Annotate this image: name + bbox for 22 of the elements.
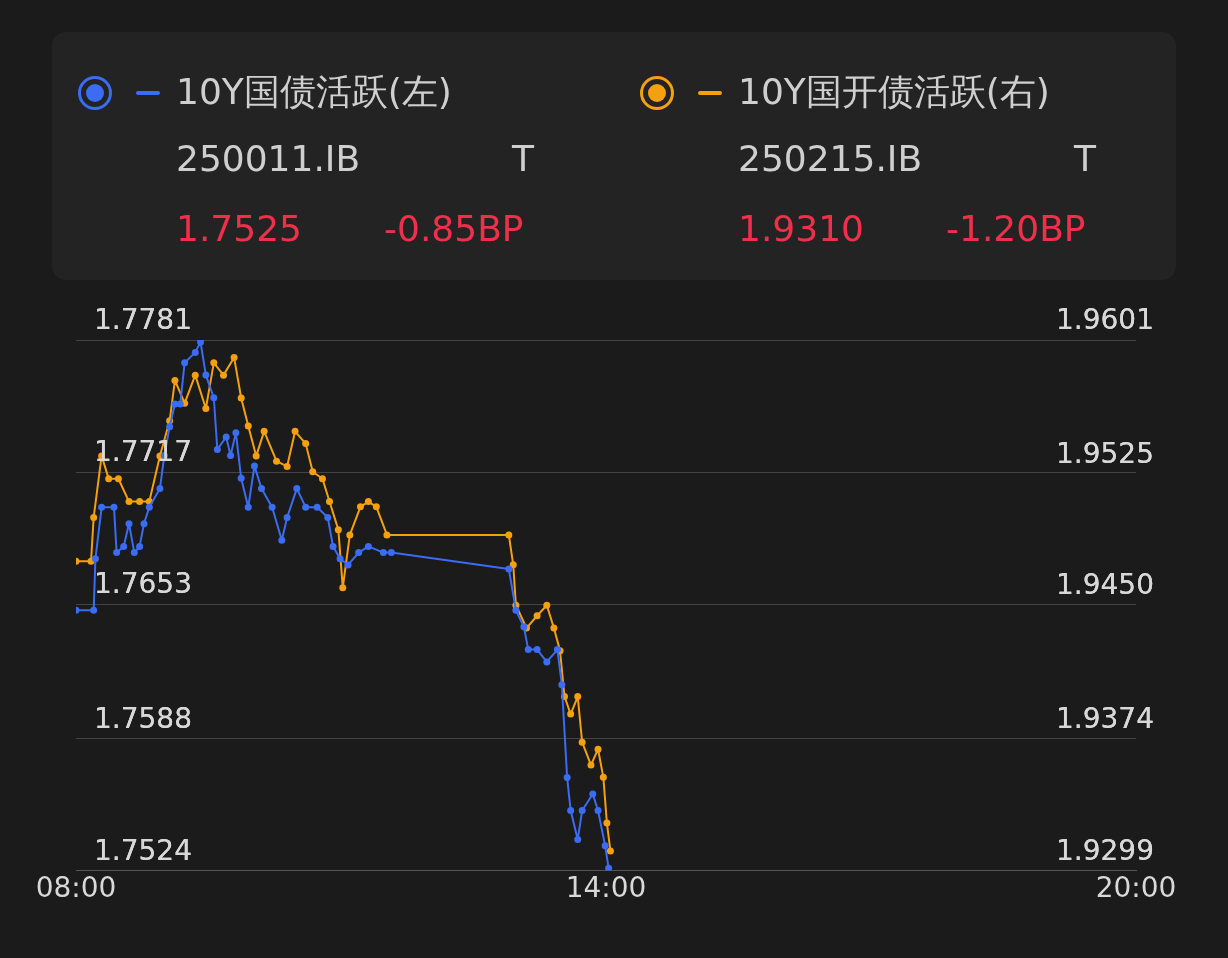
text: -0.85BP [384, 208, 524, 249]
y-tick-label: 1.7781 [94, 303, 192, 337]
x-tick-label: 20:00 [1095, 871, 1177, 905]
y2-tick-label: 1.9299 [1056, 833, 1154, 867]
text: 1.7525 [176, 208, 302, 249]
y2-tick-label: 1.9374 [1056, 701, 1154, 735]
legend-label: 10Y国开债活跃(右) [738, 70, 1050, 114]
y-tick-label: 1.7588 [94, 701, 192, 735]
y2-tick-label: 1.9601 [1056, 303, 1154, 337]
text: T [1074, 138, 1096, 179]
y2-tick-label: 1.9525 [1056, 436, 1154, 470]
legend-label: 10Y国债活跃(左) [176, 70, 452, 114]
text: 1.9310 [738, 208, 864, 249]
text: 250011.IB [176, 138, 361, 179]
text: 250215.IB [738, 138, 923, 179]
x-tick-label: 08:00 [35, 871, 117, 905]
text: T [512, 138, 534, 179]
text: -1.20BP [946, 208, 1086, 249]
y-tick-label: 1.7653 [94, 567, 192, 601]
y-tick-label: 1.7524 [94, 833, 192, 867]
x-tick-label: 14:00 [565, 871, 647, 905]
y2-tick-label: 1.9450 [1056, 568, 1154, 602]
